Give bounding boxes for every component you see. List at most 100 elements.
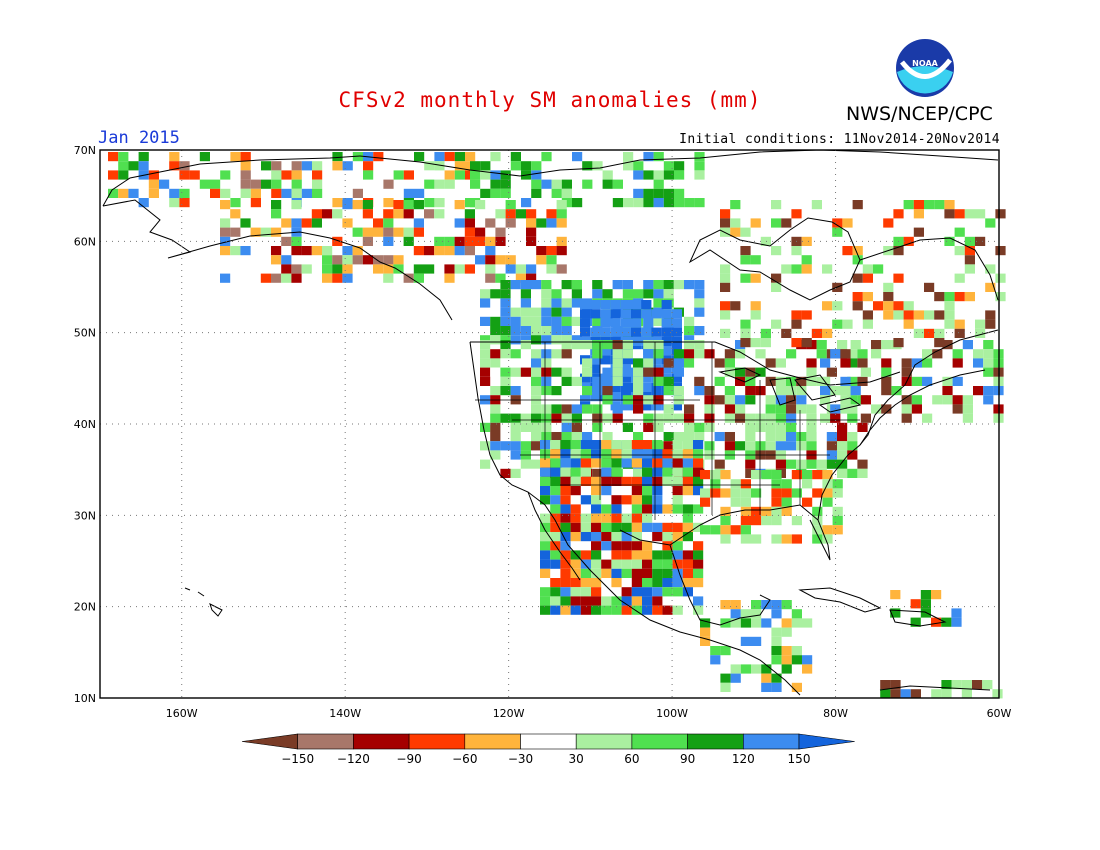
anomaly-cell xyxy=(612,198,623,208)
anomaly-cell xyxy=(745,422,756,432)
anomaly-cell xyxy=(332,273,343,283)
anomaly-cell xyxy=(775,395,786,405)
anomaly-cell xyxy=(643,367,654,377)
anomaly-cell xyxy=(812,525,823,535)
anomaly-cell xyxy=(393,255,404,265)
anomaly-cell xyxy=(962,404,973,414)
anomaly-cell xyxy=(631,449,642,459)
anomaly-cell xyxy=(840,395,851,405)
anomaly-cell xyxy=(642,596,653,606)
anomaly-cell xyxy=(600,318,611,328)
anomaly-cell xyxy=(571,422,582,432)
anomaly-cell xyxy=(480,441,491,451)
anomaly-cell xyxy=(159,179,170,189)
anomaly-cell xyxy=(911,395,922,405)
anomaly-cell xyxy=(352,246,363,256)
lon-label: 120W xyxy=(493,707,525,720)
anomaly-cell xyxy=(643,349,654,359)
anomaly-cell xyxy=(560,449,571,459)
anomaly-cell xyxy=(672,458,683,468)
anomaly-cell xyxy=(531,349,542,359)
anomaly-cell xyxy=(413,227,424,237)
anomaly-cell xyxy=(403,200,414,210)
anomaly-cell xyxy=(842,218,853,228)
anomaly-cell xyxy=(621,559,632,569)
anomaly-cell xyxy=(540,605,551,615)
anomaly-cell xyxy=(642,513,653,523)
anomaly-cell xyxy=(510,413,521,423)
anomaly-cell xyxy=(312,170,323,180)
anomaly-cell xyxy=(952,376,963,386)
anomaly-cell xyxy=(550,550,561,560)
anomaly-cell xyxy=(643,289,654,299)
anomaly-cell xyxy=(735,349,746,359)
anomaly-cell xyxy=(730,600,741,610)
anomaly-cell xyxy=(281,264,292,274)
anomaly-cell xyxy=(740,255,751,265)
anomaly-cell xyxy=(510,307,521,317)
anomaly-cell xyxy=(561,422,572,432)
anomaly-cell xyxy=(883,218,894,228)
anomaly-cell xyxy=(602,289,613,299)
anomaly-cell xyxy=(240,188,251,198)
anomaly-cell xyxy=(693,476,704,486)
anomaly-cell xyxy=(612,280,623,290)
anomaly-cell xyxy=(643,188,654,198)
anomaly-cell xyxy=(561,280,572,290)
anomaly-cell xyxy=(642,550,653,560)
anomaly-cell xyxy=(510,468,521,478)
anomaly-cell xyxy=(541,316,552,326)
anomaly-cell xyxy=(322,209,333,219)
anomaly-cell xyxy=(801,310,812,320)
anomaly-cell xyxy=(540,467,551,477)
noaa-logo-icon: NOAA xyxy=(896,39,954,97)
anomaly-cell xyxy=(580,476,591,486)
anomaly-cell xyxy=(500,326,511,336)
anomaly-cell xyxy=(580,568,591,578)
anomaly-cell xyxy=(830,413,841,423)
anomaly-cell xyxy=(653,179,664,189)
anomaly-cell xyxy=(857,468,868,478)
anomaly-cell xyxy=(852,246,863,256)
anomaly-cell xyxy=(490,289,501,299)
anomaly-cell xyxy=(694,432,705,442)
anomaly-cell xyxy=(591,449,602,459)
anomaly-cell xyxy=(550,578,561,588)
anomaly-cell xyxy=(704,386,715,396)
anomaly-cell xyxy=(862,292,873,302)
anomaly-cell xyxy=(765,413,776,423)
anomaly-cell xyxy=(541,422,552,432)
anomaly-cell xyxy=(601,476,612,486)
anomaly-cell xyxy=(751,488,762,498)
anomaly-cell xyxy=(621,513,632,523)
anomaly-cell xyxy=(802,479,813,489)
anomaly-cell xyxy=(694,280,705,290)
lat-label: 20N xyxy=(74,601,96,614)
anomaly-cell xyxy=(684,432,695,442)
anomaly-cell xyxy=(631,596,642,606)
anomaly-cell xyxy=(510,349,521,359)
anomaly-cell xyxy=(924,282,935,292)
anomaly-cell xyxy=(663,376,674,386)
anomaly-cell xyxy=(444,273,455,283)
anomaly-cell xyxy=(653,198,664,208)
anomaly-cell xyxy=(475,236,486,246)
anomaly-cell xyxy=(840,376,851,386)
anomaly-cell xyxy=(138,152,149,162)
colorbar-labels: −150 −120 −90 −60 −30 30 60 90 120 150 xyxy=(281,752,810,766)
anomaly-cell xyxy=(561,298,572,308)
anomaly-cell xyxy=(847,441,858,451)
colorbar-swatch xyxy=(631,733,688,750)
anomaly-cell xyxy=(642,467,653,477)
anomaly-cell xyxy=(610,300,621,310)
anomaly-cell xyxy=(148,179,159,189)
anomaly-cell xyxy=(570,467,581,477)
anomaly-cell xyxy=(673,358,684,368)
anomaly-cell xyxy=(520,441,531,451)
anomaly-cell xyxy=(500,179,511,189)
anomaly-cell xyxy=(560,467,571,477)
anomaly-cell xyxy=(591,522,602,532)
anomaly-cell xyxy=(570,440,581,450)
anomaly-cell xyxy=(740,319,751,329)
anomaly-cell xyxy=(556,264,567,274)
